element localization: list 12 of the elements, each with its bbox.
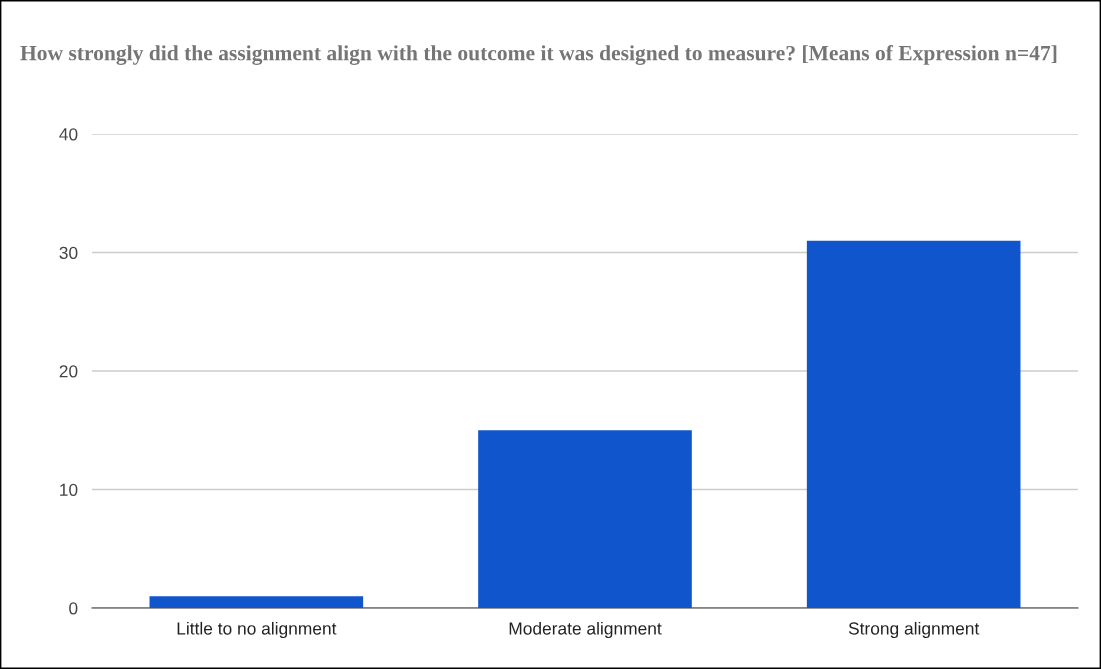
y-tick-label: 30 [59,246,78,259]
bar [478,430,692,608]
y-tick-label: 0 [69,602,78,615]
chart-title: How strongly did the assignment align with the outcome it was designed to measure? [Means of Expression n=47] [20,45,1057,65]
bar [149,596,364,608]
y-tick-label: 20 [59,365,78,378]
x-tick-label: Moderate alignment [509,621,662,639]
y-tick-label: 40 [59,128,78,141]
y-tick-label: 10 [60,483,78,496]
x-tick-label: Strong alignment [848,621,980,639]
bar [806,240,1021,608]
x-tick-label: Little to no alignment [177,621,337,639]
